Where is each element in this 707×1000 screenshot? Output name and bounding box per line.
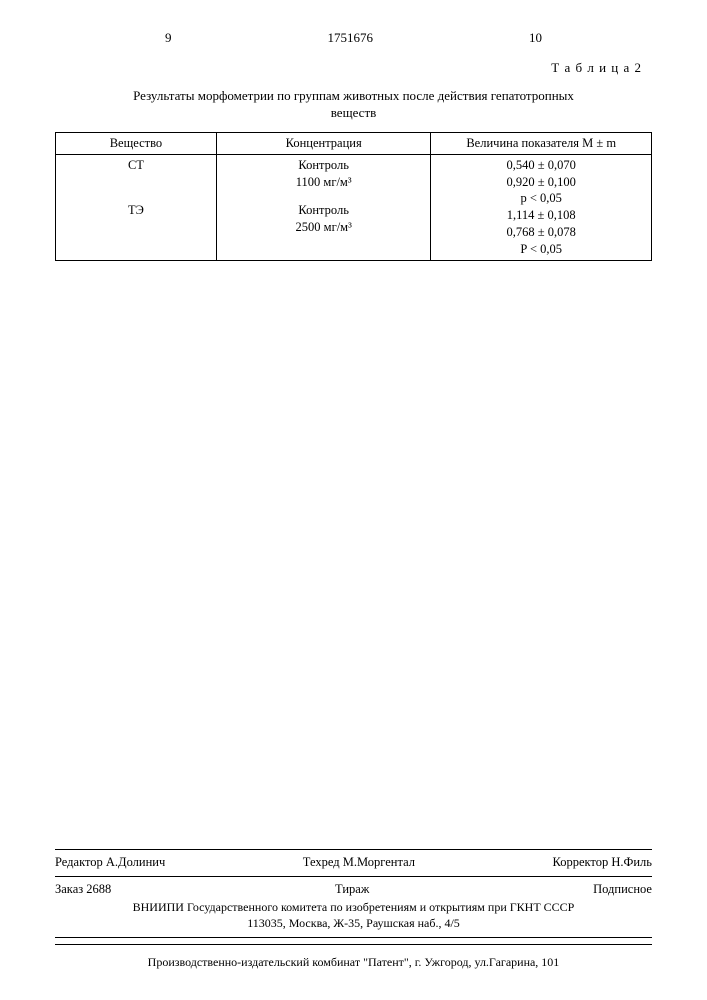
table-cell: p < 0,05 — [437, 190, 645, 207]
table-label: Т а б л и ц а 2 — [55, 60, 642, 76]
document-number: 1751676 — [172, 30, 530, 46]
table-cell: Контроль — [223, 202, 425, 219]
credits-block: Редактор А.Долинич Техред М.Моргентал Ко… — [55, 849, 652, 938]
col-header: Концентрация — [216, 132, 431, 154]
table-cell: 0,768 ± 0,078 — [437, 224, 645, 241]
table-cell: 2500 мг/м³ — [223, 219, 425, 236]
publisher-line: Производственно-издательский комбинат "П… — [55, 955, 652, 1000]
page-header: 9 1751676 10 — [55, 30, 652, 46]
table-cell: 1,114 ± 0,108 — [437, 207, 645, 224]
table-cell: ТЭ — [62, 202, 210, 219]
table-cell: СТ — [62, 157, 210, 174]
col-header: Вещество — [56, 132, 217, 154]
tirazh: Тираж — [335, 882, 369, 897]
table-cell: Контроль — [223, 157, 425, 174]
subscription: Подписное — [593, 882, 652, 897]
org-line: ВНИИПИ Государственного комитета по изоб… — [55, 899, 652, 915]
table-cell: 0,540 ± 0,070 — [437, 157, 645, 174]
techred: Техред М.Моргентал — [303, 855, 415, 870]
table-cell: 0,920 ± 0,100 — [437, 174, 645, 191]
data-table: Вещество Концентрация Величина показател… — [55, 132, 652, 261]
table-cell: 1100 мг/м³ — [223, 174, 425, 191]
table-cell: P < 0,05 — [437, 241, 645, 258]
col-header: Величина показателя M ± m — [431, 132, 652, 154]
table-body-row: СТ ТЭ Контроль 1100 мг/м³ Контроль 2500 … — [56, 154, 652, 260]
order-number: Заказ 2688 — [55, 882, 111, 897]
table-caption: Результаты морфометрии по группам животн… — [119, 88, 589, 122]
org-line: 113035, Москва, Ж-35, Раушская наб., 4/5 — [55, 915, 652, 931]
table-header-row: Вещество Концентрация Величина показател… — [56, 132, 652, 154]
editor: Редактор А.Долинич — [55, 855, 165, 870]
page-num-right: 10 — [529, 30, 542, 46]
corrector: Корректор Н.Филь — [552, 855, 652, 870]
